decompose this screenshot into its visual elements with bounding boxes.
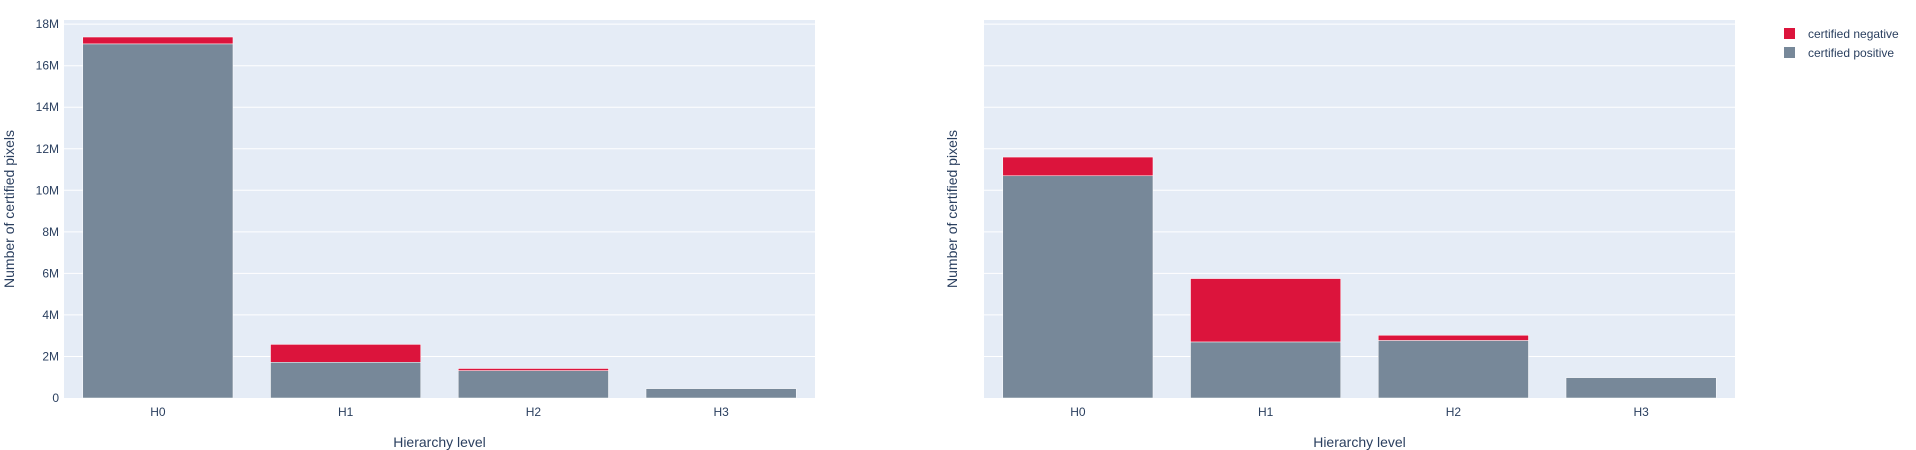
y-tick-label: 0 (52, 391, 59, 405)
y-tick-label: 6M (42, 266, 59, 280)
y-tick-label: 14M (36, 100, 59, 114)
y-tick-label: 4M (42, 308, 59, 322)
legend-label: certified negative (1808, 27, 1899, 41)
x-tick-label: H3 (713, 405, 729, 419)
x-axis-title: Hierarchy level (393, 434, 486, 450)
x-tick-label: H2 (1446, 405, 1462, 419)
bar-certified-positive-H1 (1190, 341, 1341, 399)
x-tick-label: H0 (1070, 405, 1086, 419)
y-tick-label: 18M (36, 17, 59, 31)
x-axis-title: Hierarchy level (1313, 434, 1406, 450)
y-tick-label: 10M (36, 183, 59, 197)
y-tick-label: 12M (36, 142, 59, 156)
y-tick-label: 2M (42, 349, 59, 363)
bar-certified-negative-H1 (270, 344, 421, 363)
bar-certified-negative-H0 (1002, 156, 1154, 177)
legend: certified negative certified positive (1784, 27, 1899, 60)
bar-certified-positive-H3 (1565, 377, 1717, 399)
bar-certified-negative-H2 (1378, 335, 1529, 341)
bar-certified-positive-H2 (1378, 340, 1529, 399)
bar-certified-negative-H1 (1190, 278, 1341, 343)
chart-panel-1: 0 2M 4M 6M 8M 10M 12M 14M 16M 18M H0 H1 H2 H3 Hierarch… (1, 17, 815, 450)
x-tick-label: H1 (1258, 405, 1274, 419)
legend-swatch (1784, 28, 1795, 39)
bar-certified-negative-H2 (458, 368, 609, 371)
x-tick-label: H0 (150, 405, 166, 419)
bar-certified-positive-H1 (270, 362, 421, 399)
x-tick-label: H3 (1633, 405, 1649, 419)
bar-certified-negative-H0 (82, 36, 234, 45)
bar-certified-positive-H2 (458, 370, 609, 399)
legend-swatch (1784, 47, 1795, 58)
bar-certified-positive-H0 (82, 43, 234, 399)
y-axis-title: Number of certified pixels (944, 130, 960, 288)
y-tick-label: 8M (42, 225, 59, 239)
y-tick-label: 16M (36, 59, 59, 73)
bar-certified-positive-H3 (645, 388, 797, 399)
legend-label: certified positive (1808, 46, 1894, 60)
x-tick-label: H1 (338, 405, 354, 419)
bar-certified-positive-H0 (1002, 175, 1154, 399)
y-axis-title: Number of certified pixels (1, 130, 17, 288)
chart-panel-2: H0 H1 H2 H3 Hierarchy level Number of certifi… (944, 20, 1735, 450)
x-tick-label: H2 (526, 405, 542, 419)
